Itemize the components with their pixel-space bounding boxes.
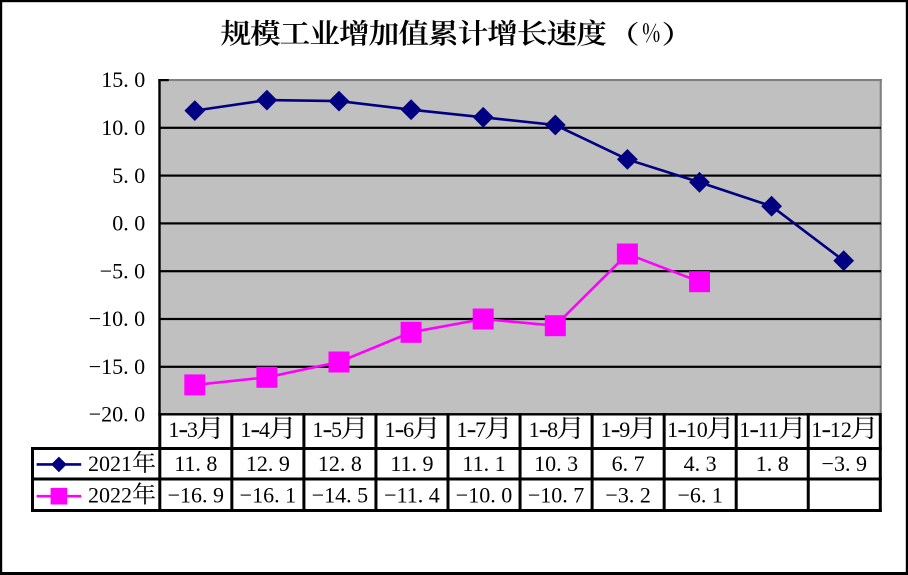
svg-text:9: 9 xyxy=(619,417,630,442)
svg-text:4. 3: 4. 3 xyxy=(684,451,717,476)
svg-text:1: 1 xyxy=(811,417,822,442)
svg-text:5. 0: 5. 0 xyxy=(112,163,145,188)
svg-text:−3. 9: −3. 9 xyxy=(822,451,867,476)
svg-text:2022: 2022 xyxy=(88,483,132,508)
svg-text:−5. 0: −5. 0 xyxy=(100,258,145,283)
svg-text:1: 1 xyxy=(457,417,468,442)
svg-text:−14. 5: −14. 5 xyxy=(312,483,368,508)
svg-text:1: 1 xyxy=(384,417,395,442)
svg-text:1: 1 xyxy=(529,417,540,442)
svg-text:−16. 1: −16. 1 xyxy=(240,483,296,508)
svg-text:1: 1 xyxy=(739,417,750,442)
svg-text:11. 1: 11. 1 xyxy=(462,451,505,476)
svg-text:7: 7 xyxy=(475,417,486,442)
svg-text:1: 1 xyxy=(240,417,251,442)
svg-text:15. 0: 15. 0 xyxy=(101,67,145,92)
svg-text:12: 12 xyxy=(830,417,852,442)
svg-text:2021: 2021 xyxy=(88,451,132,476)
svg-text:−3. 2: −3. 2 xyxy=(605,483,650,508)
svg-text:10. 3: 10. 3 xyxy=(534,451,578,476)
svg-text:−15. 0: −15. 0 xyxy=(89,354,145,379)
svg-text:−20. 0: −20. 0 xyxy=(89,402,145,427)
svg-text:11: 11 xyxy=(758,417,779,442)
svg-text:4: 4 xyxy=(259,417,270,442)
svg-text:1. 8: 1. 8 xyxy=(756,451,789,476)
svg-text:1: 1 xyxy=(667,417,678,442)
svg-text:1: 1 xyxy=(168,417,179,442)
svg-text:5: 5 xyxy=(331,417,342,442)
svg-text:0. 0: 0. 0 xyxy=(112,211,145,236)
svg-text:6: 6 xyxy=(403,417,414,442)
svg-text:−11. 4: −11. 4 xyxy=(384,483,440,508)
svg-text:8: 8 xyxy=(547,417,558,442)
svg-text:−10. 0: −10. 0 xyxy=(89,306,145,331)
svg-text:11. 9: 11. 9 xyxy=(390,451,433,476)
svg-text:6. 7: 6. 7 xyxy=(612,451,645,476)
svg-text:11. 8: 11. 8 xyxy=(174,451,217,476)
svg-text:−6. 1: −6. 1 xyxy=(677,483,722,508)
svg-text:12. 9: 12. 9 xyxy=(246,451,290,476)
svg-text:−10. 0: −10. 0 xyxy=(456,483,512,508)
svg-text:10: 10 xyxy=(686,417,708,442)
svg-text:−16. 9: −16. 9 xyxy=(168,483,224,508)
svg-text:1: 1 xyxy=(601,417,612,442)
svg-text:3: 3 xyxy=(187,417,198,442)
svg-text:12. 8: 12. 8 xyxy=(318,451,362,476)
svg-text:−10. 7: −10. 7 xyxy=(528,483,584,508)
svg-text:10. 0: 10. 0 xyxy=(101,115,145,140)
svg-text:1: 1 xyxy=(312,417,323,442)
